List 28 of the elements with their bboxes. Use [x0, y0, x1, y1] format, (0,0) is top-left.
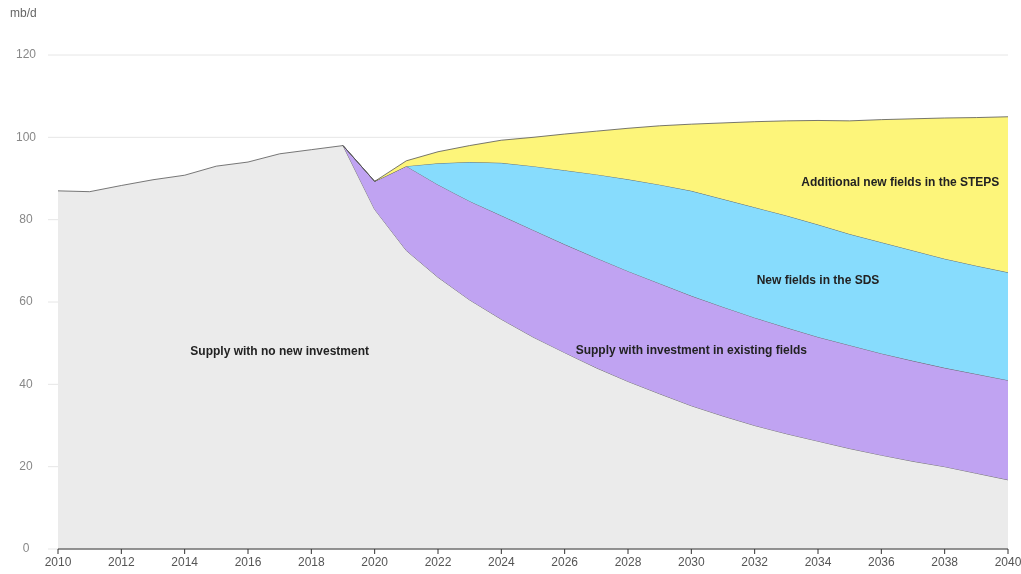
y-tick-label: 100	[15, 129, 37, 144]
x-tick-label: 2034	[804, 555, 832, 569]
x-tick-label: 2038	[931, 555, 959, 569]
x-tick-label: 2016	[234, 555, 262, 569]
x-tick-label: 2032	[741, 555, 769, 569]
y-tick-label: 120	[15, 47, 37, 62]
x-tick-label: 2010	[44, 555, 72, 569]
y-axis-title: mb/d	[10, 6, 37, 20]
x-tick-label: 2020	[361, 555, 389, 569]
x-tick-label: 2018	[297, 555, 325, 569]
x-tick-label: 2028	[614, 555, 642, 569]
y-tick-label: 0	[22, 541, 30, 556]
x-tick-label: 2022	[424, 555, 452, 569]
y-tick-label: 40	[19, 376, 33, 391]
y-tick-label: 60	[19, 294, 33, 309]
x-tick-label: 2024	[487, 555, 515, 569]
series-label: Supply with investment in existing fields	[575, 342, 808, 357]
y-tick-label: 80	[19, 211, 33, 226]
series-label: New fields in the SDS	[756, 272, 880, 287]
x-tick-label: 2014	[171, 555, 199, 569]
series-label: Supply with no new investment	[190, 343, 370, 358]
y-tick-label: 20	[19, 458, 33, 473]
x-tick-label: 2036	[867, 555, 895, 569]
x-tick-label: 2012	[107, 555, 135, 569]
x-tick-label: 2030	[677, 555, 705, 569]
series-label: Additional new fields in the STEPS	[801, 175, 1000, 190]
x-tick-label: 2026	[551, 555, 579, 569]
x-tick-label: 2040	[994, 555, 1021, 569]
